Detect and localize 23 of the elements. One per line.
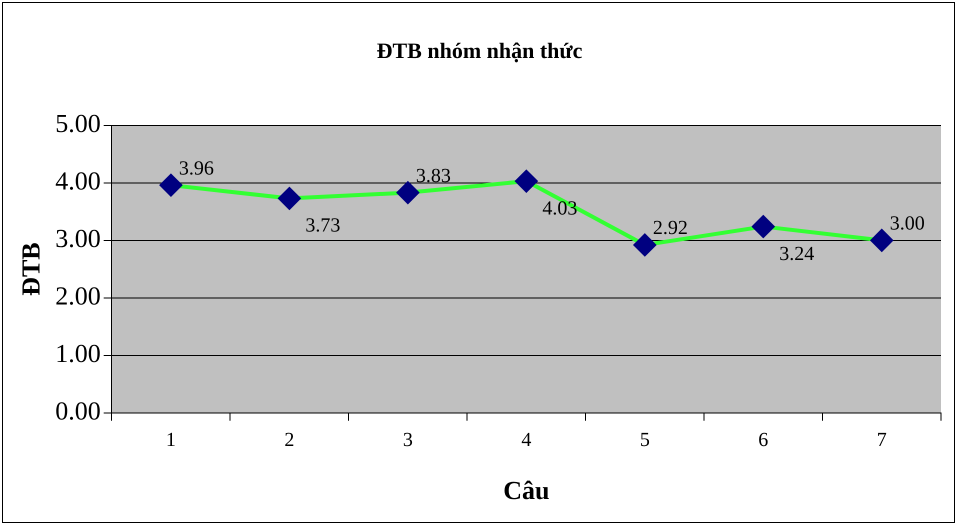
x-tick-label: 7 xyxy=(876,429,887,452)
y-tick-label: 1.00 xyxy=(55,339,101,368)
data-label: 3.73 xyxy=(305,214,340,237)
y-tick-label: 3.00 xyxy=(55,224,101,254)
data-label: 3.24 xyxy=(779,242,814,265)
data-label: 4.03 xyxy=(542,197,578,220)
x-tick-label: 2 xyxy=(284,429,294,452)
x-axis-title: Câu xyxy=(503,476,550,506)
x-tick-label: 4 xyxy=(521,429,532,452)
data-label: 3.96 xyxy=(178,157,214,180)
y-tick-label: 2.00 xyxy=(55,282,101,311)
data-label: 3.83 xyxy=(416,164,451,187)
y-tick-label: 5.00 xyxy=(55,109,101,138)
y-axis-title: ĐTB xyxy=(16,242,46,296)
data-label: 2.92 xyxy=(652,217,688,240)
x-tick-label: 3 xyxy=(402,429,413,452)
y-tick-label: 4.00 xyxy=(55,166,101,196)
data-label: 3.00 xyxy=(890,212,925,235)
x-tick-label: 6 xyxy=(758,429,768,452)
y-tick-label: 0.00 xyxy=(55,396,101,426)
x-tick-label: 1 xyxy=(166,429,176,452)
x-tick-label: 5 xyxy=(640,429,650,452)
chart-title: ĐTB nhóm nhận thức xyxy=(376,38,583,63)
